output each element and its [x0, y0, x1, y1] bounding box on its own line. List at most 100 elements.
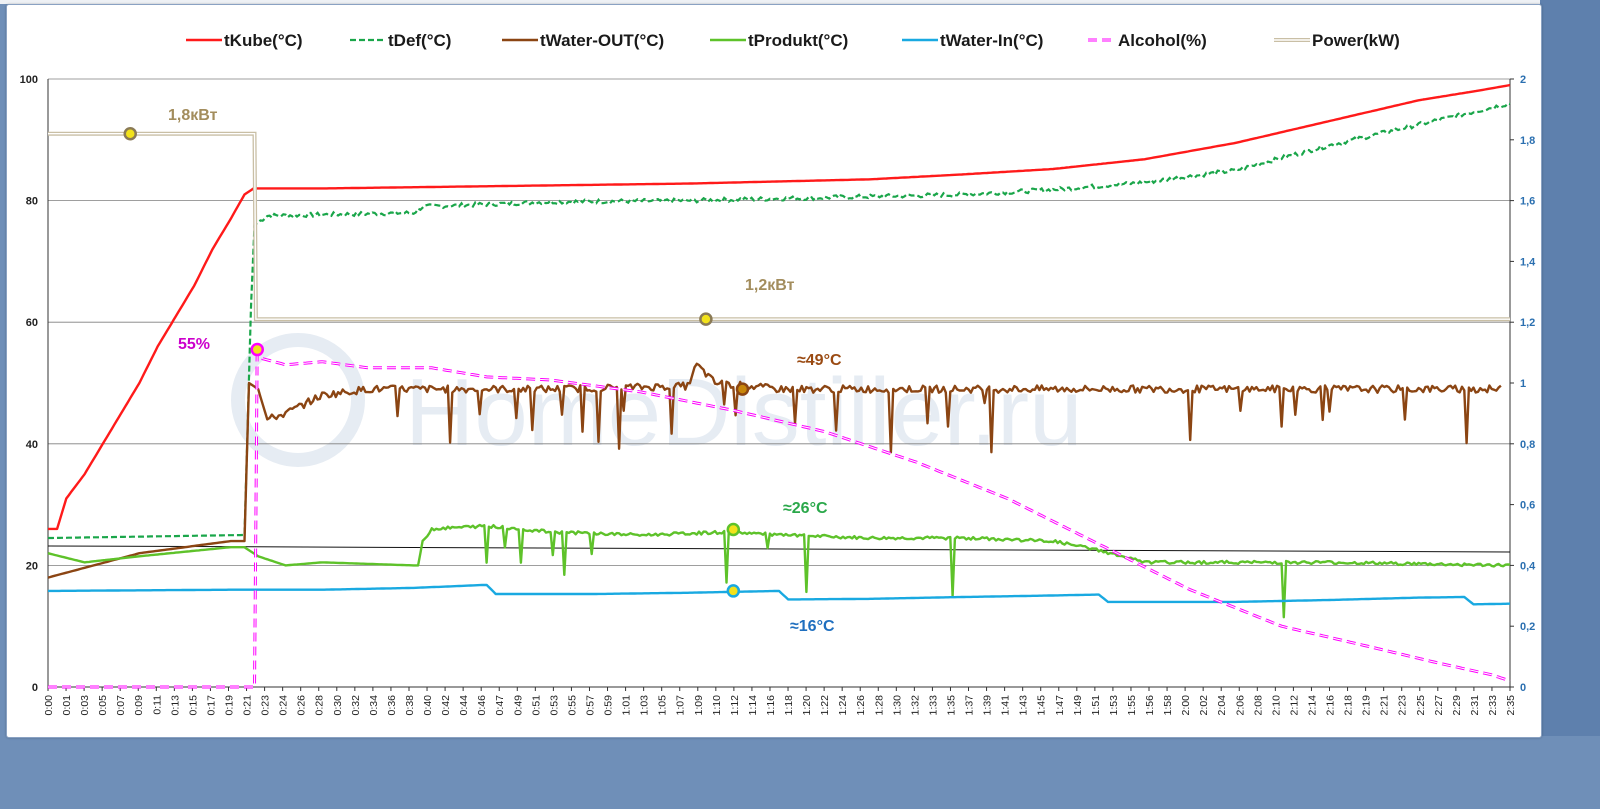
y-right-tick: 0,6: [1520, 500, 1535, 512]
legend-item-tdef-c: tDef(°C): [350, 31, 451, 50]
x-tick: 2:06: [1234, 695, 1246, 716]
x-tick: 2:25: [1415, 695, 1427, 716]
x-tick: 0:42: [440, 695, 452, 716]
series-power-kw-line-inner: [48, 133, 1510, 320]
chart-frame: [6, 4, 1542, 738]
series-alcohol-line-inner: [48, 346, 1511, 688]
x-tick: 1:14: [747, 695, 759, 716]
grid: [48, 78, 1510, 566]
marker-power-kw: [699, 312, 713, 326]
x-tick: 2:10: [1270, 695, 1282, 716]
x-tick: 1:51: [1090, 695, 1102, 716]
y-right-tick: 0: [1520, 682, 1526, 694]
legend-item-power-kw: Power(kW): [1274, 31, 1400, 50]
x-tick: 0:21: [242, 695, 254, 716]
marker-power-kw: [123, 126, 137, 141]
marker-layer: [123, 126, 750, 598]
x-tick: 1:30: [891, 695, 903, 716]
x-tick: 1:45: [1036, 695, 1048, 716]
x-tick: 0:57: [584, 695, 596, 716]
x-tick: 1:33: [927, 695, 939, 716]
x-tick: 1:03: [639, 695, 651, 716]
x-tick: 1:16: [765, 695, 777, 716]
x-tick: 0:13: [169, 695, 181, 716]
y-left-tick: 20: [26, 560, 38, 572]
x-tick: 0:38: [404, 695, 416, 716]
x-tick: 0:53: [548, 695, 560, 716]
bottom-band: [0, 736, 1600, 809]
x-tick: 0:00: [43, 695, 55, 716]
x-tick: 0:07: [115, 695, 127, 716]
annotation-win: ≈16°C: [790, 618, 835, 635]
annotation-prod: ≈26°C: [783, 500, 828, 517]
x-tick: 1:55: [1126, 695, 1138, 716]
y-right-tick: 1,6: [1520, 196, 1535, 208]
x-tick: 0:40: [422, 695, 434, 716]
top-strip: [0, 0, 1540, 4]
x-tick: 0:46: [476, 695, 488, 716]
x-tick: 2:33: [1487, 695, 1499, 716]
x-tick: 2:27: [1433, 695, 1445, 716]
y-left-tick: 60: [26, 317, 38, 329]
marker-twater-out-c: [735, 382, 750, 396]
x-tick: 2:04: [1216, 695, 1228, 716]
x-tick: 0:32: [350, 695, 362, 716]
x-tick: 1:49: [1072, 695, 1084, 716]
x-tick: 1:37: [964, 695, 976, 716]
x-tick: 0:59: [603, 695, 615, 716]
x-tick: 1:35: [945, 695, 957, 716]
x-tick: 0:44: [458, 695, 470, 716]
y-right-tick: 1,2: [1520, 317, 1535, 329]
x-tick: 2:21: [1379, 695, 1391, 716]
x-tick: 2:31: [1469, 695, 1481, 716]
x-tick: 1:26: [855, 695, 867, 716]
x-tick: 1:53: [1108, 695, 1120, 716]
x-tick: 2:18: [1343, 695, 1355, 716]
legend-item-twater-out-c: tWater-OUT(°C): [502, 31, 664, 50]
x-tick: 0:23: [260, 695, 272, 716]
y-right-tick: 0,8: [1520, 439, 1535, 451]
x-tick: 0:03: [79, 695, 91, 716]
y-right-tick: 0,2: [1520, 621, 1535, 633]
x-tick: 2:00: [1180, 695, 1192, 716]
watermark: HomeDistiller.ru: [231, 333, 1082, 467]
x-tick: 1:10: [711, 695, 723, 716]
x-tick: 0:17: [205, 695, 217, 716]
series-tkube-c-line: [48, 83, 1511, 531]
x-tick: 0:51: [530, 695, 542, 716]
legend-label: Alcohol(%): [1118, 31, 1207, 50]
x-tick: 1:24: [837, 695, 849, 716]
x-tick: 0:19: [223, 695, 235, 716]
legend-label: tWater-OUT(°C): [540, 31, 664, 50]
y-right-tick: 1: [1520, 378, 1526, 390]
x-tick: 2:29: [1451, 695, 1463, 716]
marker-alcohol: [250, 342, 264, 357]
x-tick: 2:12: [1288, 695, 1300, 716]
annotation-p18: 1,8кВт: [168, 107, 218, 124]
x-tick: 2:14: [1306, 695, 1318, 716]
reference-line: [47, 545, 1511, 553]
x-tick: 1:18: [783, 695, 795, 716]
x-tick: 0:34: [368, 695, 380, 716]
x-tick: 0:09: [133, 695, 145, 716]
marker-twater-in-c: [726, 584, 741, 598]
x-tick: 1:32: [909, 695, 921, 716]
x-tick: 1:12: [729, 695, 741, 716]
y-right-tick: 0,4: [1520, 560, 1536, 572]
legend-item-tkube-c: tKube(°C): [186, 31, 303, 50]
x-tick: 2:16: [1325, 695, 1337, 716]
legend-label: tDef(°C): [388, 31, 451, 50]
x-tick: 1:56: [1144, 695, 1156, 716]
axes: 0 20 40 60 80 100 0 0,2 0,4 0,6 0,8 1 1,2 1,4 1,6 1,8 2 0…: [20, 74, 1537, 715]
legend-label: tWater-In(°C): [940, 31, 1043, 50]
x-tick: 0:55: [566, 695, 578, 716]
x-tick: 1:01: [621, 695, 633, 716]
x-tick: 1:28: [873, 695, 885, 716]
x-tick: 2:02: [1198, 695, 1210, 716]
series-tdef-c-line: [48, 102, 1511, 540]
x-tick: 0:28: [314, 695, 326, 716]
x-tick: 1:47: [1054, 695, 1066, 716]
x-tick: 2:23: [1397, 695, 1409, 716]
annotation-alc: 55%: [178, 336, 210, 353]
